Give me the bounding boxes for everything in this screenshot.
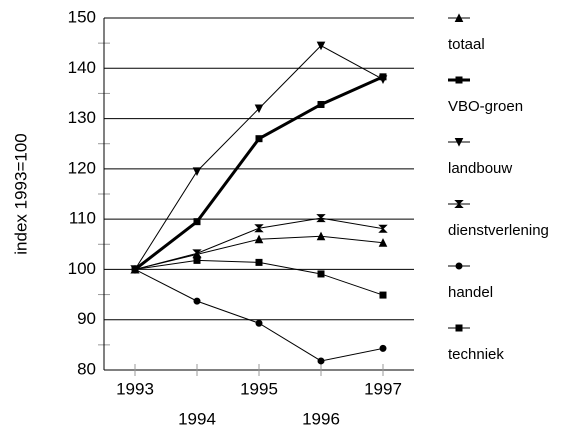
legend-label: totaal (448, 36, 485, 53)
series-line (134, 268, 384, 362)
data-point (316, 41, 326, 51)
legend-marker (454, 13, 464, 22)
data-point (193, 297, 201, 305)
y-tick-label: 80 (77, 359, 96, 378)
data-point (193, 218, 201, 226)
data-point (379, 291, 387, 299)
x-tick-label: 1993 (116, 379, 154, 398)
data-point (254, 104, 264, 114)
x-tick-label: 1994 (178, 409, 216, 428)
y-tick-label: 110 (69, 209, 96, 228)
y-tick-label: 100 (68, 259, 96, 278)
y-axis-label: index 1993=100 (11, 133, 30, 254)
legend-label: handel (448, 284, 493, 301)
legend-marker (454, 200, 464, 208)
y-tick-label: 120 (68, 158, 96, 177)
data-point (255, 319, 263, 327)
legend-label: VBO-groen (448, 98, 523, 115)
data-point (316, 214, 326, 223)
data-point (317, 357, 325, 365)
y-tick-label: 90 (77, 309, 96, 328)
x-tick-label: 1995 (240, 379, 278, 398)
data-point (378, 238, 388, 247)
data-point (255, 135, 263, 143)
legend-marker (454, 138, 464, 147)
data-point (254, 234, 264, 244)
data-point (316, 231, 326, 241)
data-point (317, 100, 325, 108)
x-tick-label: 1997 (364, 379, 402, 398)
y-tick-label: 150 (68, 7, 96, 26)
legend-label: techniek (448, 346, 504, 363)
y-tick-label: 140 (68, 58, 96, 77)
x-tick-label: 1996 (302, 409, 340, 428)
data-point (378, 224, 388, 233)
data-point (378, 75, 388, 84)
data-point (192, 167, 202, 176)
legend-label: dienstverlening (448, 222, 549, 239)
data-point (192, 249, 202, 258)
legend-marker (455, 324, 463, 332)
data-point (317, 270, 325, 278)
data-point (379, 344, 387, 352)
legend-label: landbouw (448, 160, 512, 177)
legend-marker (455, 76, 463, 84)
data-point (255, 258, 263, 266)
legend-marker (455, 262, 463, 270)
data-point (131, 265, 139, 273)
y-tick-label: 130 (68, 108, 96, 127)
data-point (254, 224, 264, 233)
data-point (193, 256, 201, 264)
